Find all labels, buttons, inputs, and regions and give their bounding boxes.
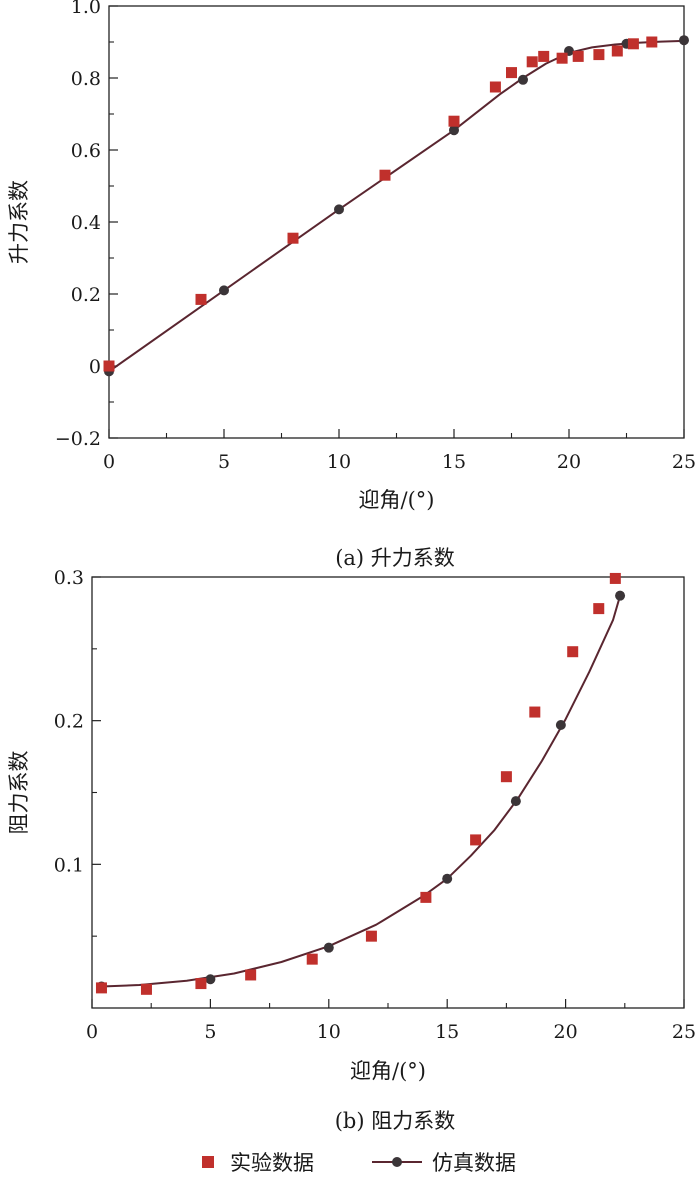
x-tick-label: 10 <box>327 451 351 473</box>
simulation-point <box>510 796 521 807</box>
experimental-point <box>379 169 391 181</box>
x-tick-label: 5 <box>204 1021 216 1043</box>
y-tick-label: 0.2 <box>71 284 101 306</box>
experimental-point <box>245 969 257 981</box>
experimental-point <box>365 930 377 942</box>
simulation-point <box>679 35 689 46</box>
experimental-point <box>506 67 517 79</box>
y-tick-label: 0.3 <box>54 567 84 589</box>
experimental-point <box>567 646 579 658</box>
simulation-line <box>101 595 622 988</box>
x-tick-label: 25 <box>672 1021 696 1043</box>
simulation-point <box>555 719 566 730</box>
experimental-point <box>287 232 299 244</box>
lift-coefficient-chart: 0 5 10 15 20 25−0.200.20.40.60.81.0迎角/(°)升力系数 <box>7 0 696 512</box>
y-tick-label: 0.1 <box>54 854 84 876</box>
y-tick-label: 0.6 <box>71 140 101 162</box>
experimental-point <box>448 115 460 127</box>
legend-experimental-label: 实验数据 <box>230 1151 314 1175</box>
legend-simulation-marker <box>392 1157 402 1167</box>
experimental-point <box>593 49 605 61</box>
x-axis-title: 迎角/(°) <box>350 1059 426 1083</box>
legend-experimental-marker <box>202 1156 214 1168</box>
experimental-point <box>95 982 107 994</box>
x-tick-label: 20 <box>557 451 581 473</box>
experimental-point <box>593 603 605 615</box>
experimental-point <box>306 953 318 965</box>
simulation-point <box>442 873 453 884</box>
y-tick-label: 1.0 <box>71 0 101 18</box>
x-tick-label: 15 <box>442 451 466 473</box>
y-axis-title: 升力系数 <box>7 180 31 264</box>
x-tick-label: 15 <box>435 1021 459 1043</box>
caption-a: (a) 升力系数 <box>335 546 455 570</box>
experimental-point <box>420 891 432 903</box>
experimental-point <box>103 360 115 372</box>
y-tick-label: 0.2 <box>54 711 84 733</box>
x-tick-label: 20 <box>554 1021 578 1043</box>
drag-coefficient-chart: 0 5 10 15 20 25 0.1 0.2 0.3 迎角/(°) 阻力系数 <box>7 567 696 1083</box>
experimental-point <box>489 81 501 93</box>
x-axis-title: 迎角/(°) <box>359 488 435 512</box>
simulation-point <box>205 974 216 985</box>
plot-frame <box>91 576 685 1009</box>
simulation-point <box>615 590 626 601</box>
experimental-point <box>538 50 550 62</box>
experimental-point <box>627 38 639 50</box>
simulation-point <box>219 285 229 296</box>
experimental-point <box>140 983 152 995</box>
x-tick-label: 0 <box>103 451 115 473</box>
y-tick-label: 0.8 <box>71 68 101 90</box>
experimental-point <box>646 36 658 48</box>
y-tick-label: 0 <box>89 356 101 378</box>
simulation-point <box>334 204 344 215</box>
x-tick-label: 10 <box>317 1021 341 1043</box>
experimental-point <box>529 706 541 718</box>
simulation-line <box>108 39 685 373</box>
experimental-point <box>611 45 623 57</box>
simulation-point <box>449 125 459 136</box>
experimental-point <box>470 834 482 846</box>
caption-b: (b) 阻力系数 <box>335 1109 456 1133</box>
legend-simulation-label: 仿真数据 <box>432 1151 516 1175</box>
experimental-point <box>556 52 568 64</box>
simulation-point <box>323 942 334 953</box>
experimental-point <box>195 293 207 305</box>
plot-frame <box>108 5 685 439</box>
y-tick-label: 0.4 <box>71 212 101 234</box>
experimental-point <box>609 572 621 584</box>
y-tick-label: −0.2 <box>55 428 101 450</box>
x-tick-label: 5 <box>218 451 230 473</box>
experimental-point <box>500 771 512 783</box>
legend: 实验数据 仿真数据 <box>202 1151 516 1175</box>
x-tick-label: 25 <box>672 451 696 473</box>
y-axis-title: 阻力系数 <box>7 751 31 835</box>
experimental-point <box>572 50 584 62</box>
experimental-point <box>195 978 207 990</box>
x-tick-label: 0 <box>86 1021 98 1043</box>
simulation-point <box>518 74 528 85</box>
experimental-point <box>526 56 538 68</box>
